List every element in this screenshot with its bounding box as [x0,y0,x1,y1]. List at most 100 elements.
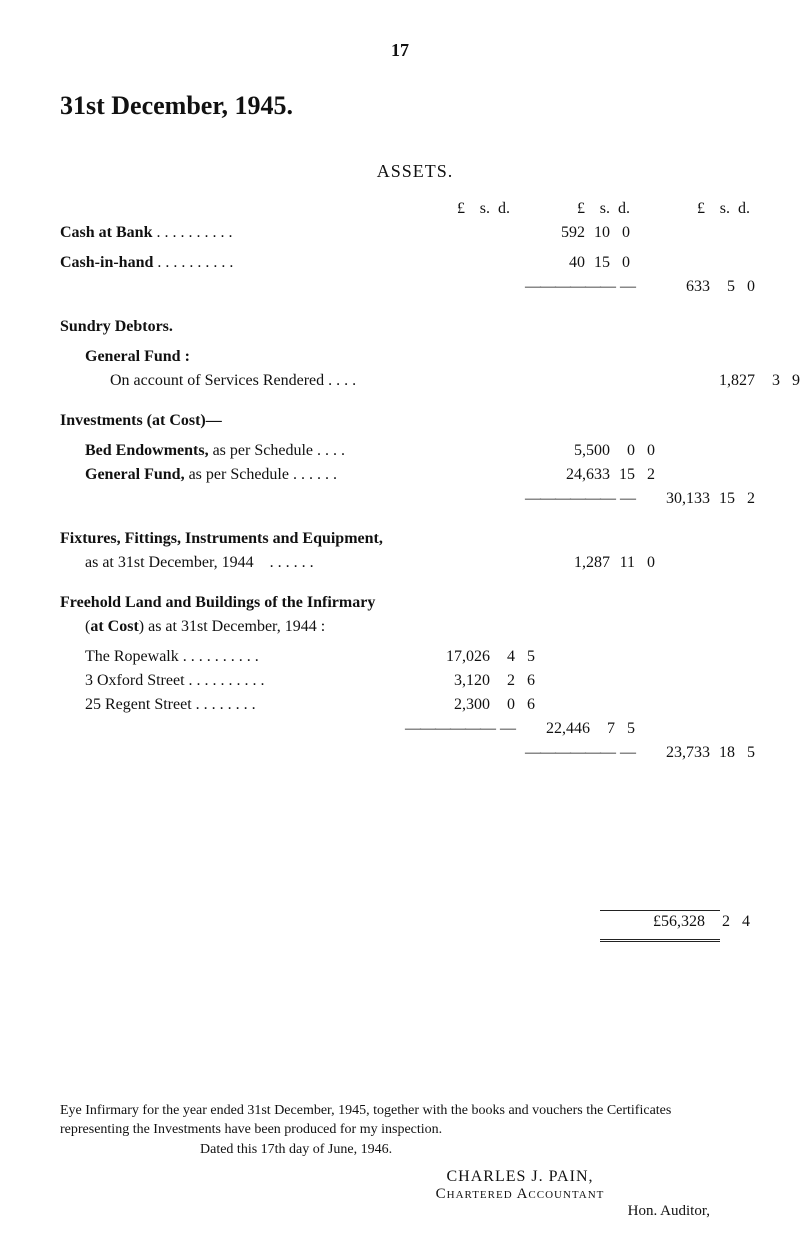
ropewalk-s: 4 [490,648,515,666]
regent-l: 2,300 [415,696,490,714]
freehold-tot-s: 18 [710,744,735,762]
cash-total-row: ———— —— — 633 5 0 [60,278,740,302]
cash-total-l: 633 [635,278,710,296]
cash-in-hand-s: 15 [585,254,610,272]
freehold-subtotal-row: ——————— 22,446 7 5 [60,720,740,744]
investments-total-l: 30,133 [635,490,710,508]
col-d-2: d. [610,200,630,218]
freehold-heading-2: (at Cost) as at 31st December, 1944 : [60,618,740,642]
gf-sched-d: 2 [635,466,655,484]
investments-total-d: 2 [735,490,755,508]
signature-title: Chartered Accountant [60,1186,740,1203]
bed-endowments-d: 0 [635,442,655,460]
cash-at-bank-d: 0 [610,224,630,242]
freehold-rest: as at 31st December, 1944 : [144,618,325,635]
bed-endowments-s: 0 [610,442,635,460]
on-account-s: 3 [755,372,780,390]
fixtures-heading-2: as at 31st December, 1944 [85,554,254,571]
column-headers: £ s. d. £ s. d. £ s. d. [60,200,740,224]
investments-total-s: 15 [710,490,735,508]
fixtures-row: as at 31st December, 1944 . . . . . . 1,… [60,554,740,578]
footer-date: Dated this 17th day of June, 1946. [60,1142,740,1158]
col-s-2: s. [585,200,610,218]
grand-total-d: 4 [730,913,750,931]
freehold-total-row: ——————— 23,733 18 5 [60,744,740,768]
general-fund-sched-row: General Fund, as per Schedule . . . . . … [60,466,740,490]
dots: . . . . . . . . . . [157,254,233,271]
oxford-s: 2 [490,672,515,690]
page-number: 17 [60,40,740,61]
ropewalk-row: The Ropewalk . . . . . . . . . . 17,026 … [60,648,740,672]
cash-at-bank-l: 592 [510,224,585,242]
col-d-1: d. [490,200,510,218]
regent-row: 25 Regent Street . . . . . . . . 2,300 0… [60,696,740,720]
dots: . . . . . . . . [205,672,265,689]
dots: . . . . [328,372,356,389]
col-l-1: £ [390,200,465,218]
freehold-sub-d: 5 [615,720,635,738]
on-account-l: 1,827 [680,372,755,390]
ropewalk-d: 5 [515,648,535,666]
col-l-3: £ [630,200,705,218]
bed-endowments-rest: as per Schedule [213,442,313,459]
gf-sched-label: General Fund, [85,466,185,483]
signature-role: Hon. Auditor, [60,1203,740,1220]
cash-in-hand-l: 40 [510,254,585,272]
sundry-debtors-heading: Sundry Debtors. [60,318,740,342]
on-account-row: On account of Services Rendered . . . . … [60,372,740,396]
grand-total-s: 2 [705,913,730,931]
oxford-label: 3 Oxford Street . . [85,672,201,689]
page-title: 31st December, 1945. [60,91,740,121]
freehold-sub-s: 7 [590,720,615,738]
dots: . . . . . . [270,554,314,571]
gf-sched-rest: as per Schedule . . [189,466,305,483]
regent-d: 6 [515,696,535,714]
dots: . . . . . . . . [199,648,259,665]
dots: . . . . . . . . [196,696,256,713]
footer-note: Eye Infirmary for the year ended 31st De… [60,1102,740,1140]
fixtures-s: 11 [610,554,635,572]
cash-total-s: 5 [710,278,735,296]
cash-at-bank-row: Cash at Bank . . . . . . . . . . 592 10 … [60,224,740,248]
dots: . . . . [317,442,345,459]
assets-heading: ASSETS. [60,161,740,182]
fixtures-l: 1,287 [535,554,610,572]
oxford-d: 6 [515,672,535,690]
investments-total-row: ——————— 30,133 15 2 [60,490,740,514]
cash-total-d: 0 [735,278,755,296]
page: 17 31st December, 1945. ASSETS. £ s. d. … [0,0,800,1244]
col-s-1: s. [465,200,490,218]
fixtures-d: 0 [635,554,655,572]
rule-inline: ———— [510,278,585,296]
on-account-label: On account of Services Rendered [110,372,324,389]
ropewalk-label: The Ropewalk . . [85,648,195,665]
cash-at-bank-s: 10 [585,224,610,242]
regent-label: 25 Regent Street [85,696,192,713]
gf-sched-l: 24,633 [535,466,610,484]
bed-endowments-l: 5,500 [535,442,610,460]
freehold-sub-l: 22,446 [515,720,590,738]
freehold-heading-1: Freehold Land and Buildings of the Infir… [60,594,740,618]
col-d-3: d. [730,200,750,218]
on-account-d: 9 [780,372,800,390]
dots: . . . . . . . . . . [156,224,232,241]
investments-heading: Investments (at Cost)— [60,412,740,436]
col-s-3: s. [705,200,730,218]
double-rule [600,939,720,942]
rule [600,910,720,911]
bed-endowments-label: Bed Endowments, [85,442,209,459]
cash-at-bank-label: Cash at Bank [60,224,152,241]
cash-in-hand-label: Cash-in-hand [60,254,153,271]
cash-in-hand-row: Cash-in-hand . . . . . . . . . . 40 15 0 [60,254,740,278]
freehold-tot-l: 23,733 [635,744,710,762]
cash-in-hand-d: 0 [610,254,630,272]
oxford-row: 3 Oxford Street . . . . . . . . . . 3,12… [60,672,740,696]
oxford-l: 3,120 [415,672,490,690]
freehold-tot-d: 5 [735,744,755,762]
gf-sched-s: 15 [610,466,635,484]
ropewalk-l: 17,026 [415,648,490,666]
signature-name: CHARLES J. PAIN, [60,1168,740,1186]
dots: . . . . [309,466,337,483]
general-fund-heading: General Fund : [60,348,740,372]
col-l-2: £ [510,200,585,218]
